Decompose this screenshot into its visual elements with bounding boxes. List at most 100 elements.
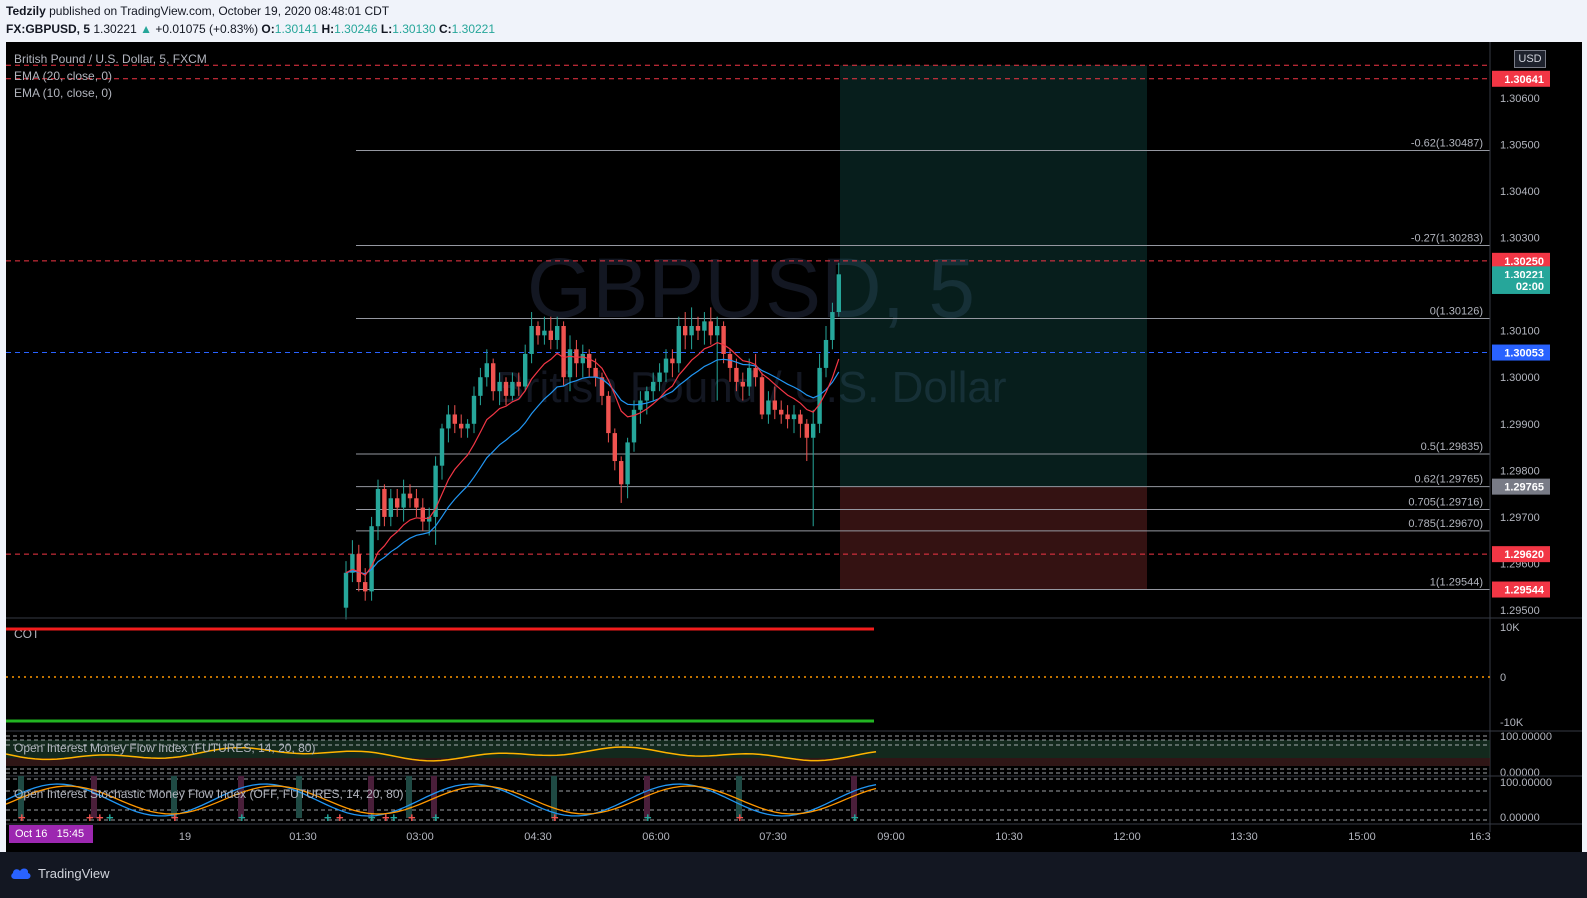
price-tick: 1.29700 [1500,512,1540,524]
candle-body [676,326,681,364]
time-label: 19 [179,831,191,843]
candle-body [734,367,739,382]
up-arrow-icon: ▲ [140,22,152,36]
candle-body [715,326,720,336]
author-name[interactable]: Tedzily [6,4,46,18]
oismfi-bar-2 [171,776,177,818]
candle-body [670,358,675,364]
signal-marker-16: + [851,810,859,825]
oimfi-lower-band [6,758,1490,766]
candle-body [747,367,752,387]
candle-body [542,330,547,336]
candle-body [727,353,733,368]
candle-body [497,381,502,392]
candle-body [823,339,829,368]
time-label: 03:00 [406,831,434,843]
candle-body [644,391,649,401]
oismfi-bar-6 [406,776,412,818]
candle-body [388,498,393,517]
oismfi-bar-11 [851,776,857,818]
oismfi-bar-0 [18,776,24,818]
candle-body [683,326,688,336]
signal-marker-4: + [171,810,179,825]
fib-label-7: 1(1.29544) [1430,577,1483,589]
candle-body [363,582,368,592]
legend-title[interactable]: British Pound / U.S. Dollar, 5, FXCM [14,52,207,66]
oismfi-bar-3 [238,776,244,818]
candle-body [631,409,637,443]
oismfi-bar-9 [644,776,650,818]
candle-body [395,498,400,508]
last-price: 1.30221 [93,22,137,36]
candle-body [606,395,611,434]
candle-body [401,493,406,508]
oismfi-bar-10 [736,776,742,818]
price-marker-label-3: 02:00 [1516,281,1544,293]
signal-marker-9: + [382,810,390,825]
price-marker-5 [1492,478,1550,495]
legend-ema20[interactable]: EMA (20, close, 0) [14,69,113,83]
candle-body [830,312,835,340]
date-badge-date: Oct 16 [15,828,48,840]
fib-label-3: 0.5(1.29835) [1421,441,1483,453]
candle-body [651,381,656,392]
candle-body [427,516,432,522]
ema10-line [345,341,840,577]
oismfi-tick-low: 0.00000 [1500,812,1540,824]
price-marker-label-1: 1.30250 [1504,256,1544,268]
fib-label-0: -0.62(1.30487) [1411,137,1483,149]
cot-tick: 0 [1500,672,1506,684]
candle-body [804,423,809,438]
candle-body [593,367,598,378]
candle-body [420,507,425,522]
candle-body [561,326,566,378]
candle-body [657,372,662,382]
date-badge-time: 15:45 [56,828,85,840]
time-label: 09:00 [877,831,905,843]
candle-body [478,377,483,396]
candle-body [836,274,841,313]
candle-body [689,326,694,336]
publication-line: Tedzily published on TradingView.com, Oc… [6,4,389,18]
candle-body [753,367,758,378]
footer: TradingView [0,852,1587,898]
fib-label-5: 0.705(1.29716) [1408,496,1483,508]
close-label: C: [438,22,452,36]
candle-body [619,461,624,485]
price-marker-label-5: 1.29765 [1504,482,1544,494]
chart-area[interactable]: GBPUSD, 5 British Pound / U.S. Dollar -0.6… [6,42,1582,852]
candle-body [350,554,355,573]
time-label: 12:00 [1113,831,1141,843]
position-target-zone [840,65,1147,487]
price-tick: 1.30000 [1500,372,1540,384]
cot-tick: 10K [1500,622,1520,634]
candle-body [459,423,464,429]
signal-marker-10: + [390,810,398,825]
time-label: 07:30 [759,831,787,843]
candle-body [759,377,765,415]
fib-label-4: 0.62(1.29765) [1415,474,1484,486]
candle-body [484,363,489,378]
watermark-symbol: GBPUSD, 5 [527,241,975,335]
ohlc-line: FX:GBPUSD, 5 1.30221 ▲ +0.01075 (+0.83%)… [6,22,495,36]
oismfi-k-line [6,783,877,817]
signal-marker-0: + [18,810,26,825]
position-stop-zone [840,486,1147,590]
candle-body [817,367,822,424]
candle-body [574,349,579,364]
price-marker-label-0: 1.30641 [1504,74,1544,86]
signal-marker-13: + [551,810,559,825]
candle-body [772,400,777,410]
currency-badge[interactable]: USD [1514,50,1546,68]
candle-body [503,381,509,396]
candle-body [740,381,745,387]
legend-ema10[interactable]: EMA (10, close, 0) [14,86,113,100]
price-tick: 1.30100 [1500,326,1540,338]
price-tick: 1.30300 [1500,233,1540,245]
open-label: O: [261,22,275,36]
tradingview-logo[interactable]: TradingView [10,862,110,884]
header: Tedzily published on TradingView.com, Oc… [0,0,1587,40]
candle-body [356,554,361,583]
